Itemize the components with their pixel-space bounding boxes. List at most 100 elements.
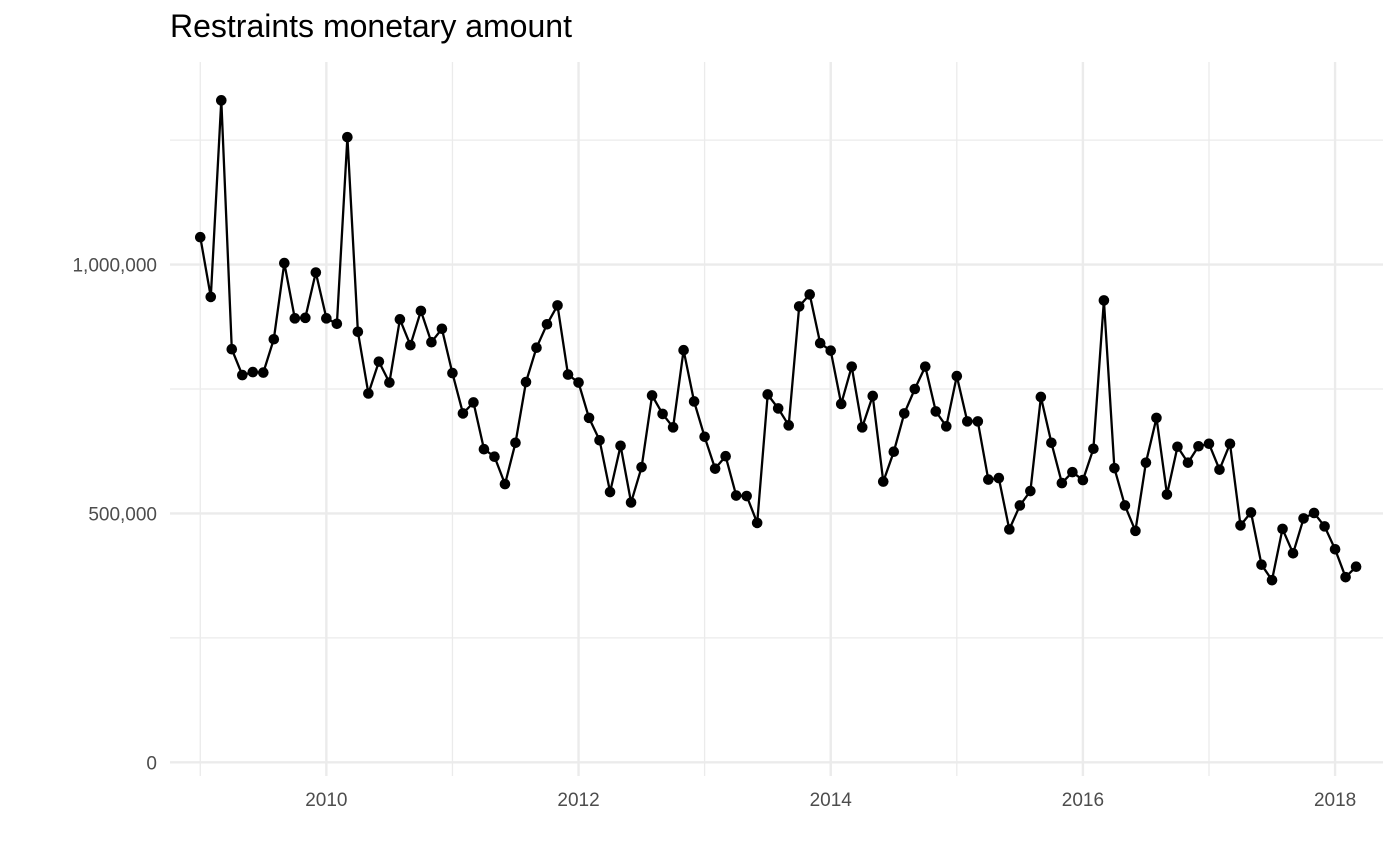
data-point bbox=[447, 367, 458, 379]
data-point bbox=[1119, 500, 1131, 511]
data-point bbox=[247, 366, 259, 378]
x-tick-label: 2016 bbox=[1062, 790, 1104, 811]
data-point bbox=[1035, 391, 1047, 403]
data-point bbox=[1014, 500, 1026, 511]
data-point bbox=[772, 403, 784, 414]
data-point bbox=[636, 461, 647, 473]
data-point bbox=[499, 478, 511, 490]
data-point bbox=[1140, 457, 1152, 468]
data-point bbox=[993, 472, 1005, 484]
data-point bbox=[510, 437, 521, 449]
data-point bbox=[1067, 466, 1078, 478]
data-point bbox=[205, 291, 217, 303]
data-point bbox=[741, 490, 752, 502]
data-point bbox=[941, 421, 952, 432]
data-point bbox=[1350, 561, 1362, 573]
data-point bbox=[405, 339, 416, 351]
x-tick-label: 2010 bbox=[305, 790, 347, 811]
data-point bbox=[321, 313, 332, 324]
data-point bbox=[1256, 559, 1267, 571]
data-point bbox=[289, 313, 301, 324]
series-line-path bbox=[199, 99, 1357, 582]
data-point bbox=[1130, 525, 1141, 537]
data-point bbox=[709, 463, 721, 474]
data-point bbox=[1046, 437, 1057, 449]
data-point bbox=[1151, 412, 1162, 424]
data-point bbox=[667, 422, 679, 433]
data-point bbox=[373, 356, 385, 367]
y-tick-label: 500,000 bbox=[88, 504, 157, 525]
data-point bbox=[856, 422, 868, 433]
data-point bbox=[688, 396, 700, 407]
data-point bbox=[825, 345, 837, 356]
data-point bbox=[1098, 295, 1110, 306]
data-point bbox=[898, 408, 910, 419]
chart-title: Restraints monetary amount bbox=[170, 8, 572, 44]
data-point bbox=[1077, 474, 1089, 486]
data-point bbox=[804, 289, 816, 300]
data-point bbox=[531, 342, 542, 353]
data-point bbox=[699, 431, 710, 443]
y-tick-label: 0 bbox=[146, 753, 157, 774]
data-point bbox=[478, 443, 490, 455]
data-point bbox=[1277, 523, 1288, 535]
data-point bbox=[583, 412, 595, 424]
data-point bbox=[352, 326, 364, 338]
data-point bbox=[962, 416, 973, 427]
data-point bbox=[867, 390, 879, 402]
data-point bbox=[562, 369, 574, 380]
data-point bbox=[730, 490, 742, 501]
data-point bbox=[909, 383, 921, 395]
x-tick-label: 2014 bbox=[810, 790, 853, 811]
data-point bbox=[919, 361, 931, 372]
data-point bbox=[300, 312, 311, 324]
data-point bbox=[983, 474, 994, 485]
data-point bbox=[342, 131, 353, 143]
data-point bbox=[268, 333, 280, 345]
data-point bbox=[310, 267, 322, 278]
data-point bbox=[331, 318, 343, 330]
data-point bbox=[384, 377, 395, 388]
data-point bbox=[457, 408, 469, 419]
data-point bbox=[951, 370, 963, 382]
x-tick-label: 2012 bbox=[557, 790, 599, 811]
data-point bbox=[194, 231, 206, 243]
data-point bbox=[1172, 441, 1183, 453]
x-tick-label: 2018 bbox=[1314, 790, 1356, 811]
data-point bbox=[877, 476, 889, 487]
data-point bbox=[363, 388, 374, 399]
data-point bbox=[751, 517, 763, 529]
minor-gridlines bbox=[170, 62, 1383, 776]
series-line bbox=[199, 99, 1357, 582]
data-point bbox=[1056, 477, 1068, 489]
data-point bbox=[415, 305, 427, 317]
data-point bbox=[279, 257, 290, 269]
data-point bbox=[814, 337, 826, 349]
data-point bbox=[436, 323, 448, 335]
data-point bbox=[972, 416, 984, 427]
data-point bbox=[1287, 547, 1299, 559]
data-point bbox=[1193, 440, 1204, 452]
y-axis-tick-labels: 0 500,000 1,000,000 bbox=[72, 256, 157, 775]
data-point bbox=[657, 408, 668, 420]
data-point bbox=[1224, 438, 1236, 450]
data-point bbox=[489, 451, 500, 463]
data-point bbox=[215, 95, 227, 106]
data-point bbox=[625, 497, 637, 508]
data-point bbox=[888, 446, 900, 458]
data-point bbox=[646, 390, 658, 401]
data-point bbox=[678, 344, 689, 356]
data-point bbox=[835, 398, 847, 410]
data-point bbox=[615, 440, 626, 452]
data-point bbox=[846, 361, 858, 372]
data-point bbox=[594, 434, 605, 446]
data-point bbox=[1266, 574, 1278, 586]
data-point bbox=[604, 486, 616, 498]
data-point bbox=[1308, 507, 1320, 519]
data-point bbox=[1214, 464, 1225, 475]
data-point bbox=[468, 397, 479, 408]
data-point bbox=[1161, 489, 1173, 500]
data-point bbox=[426, 336, 437, 348]
data-point bbox=[1298, 513, 1309, 524]
